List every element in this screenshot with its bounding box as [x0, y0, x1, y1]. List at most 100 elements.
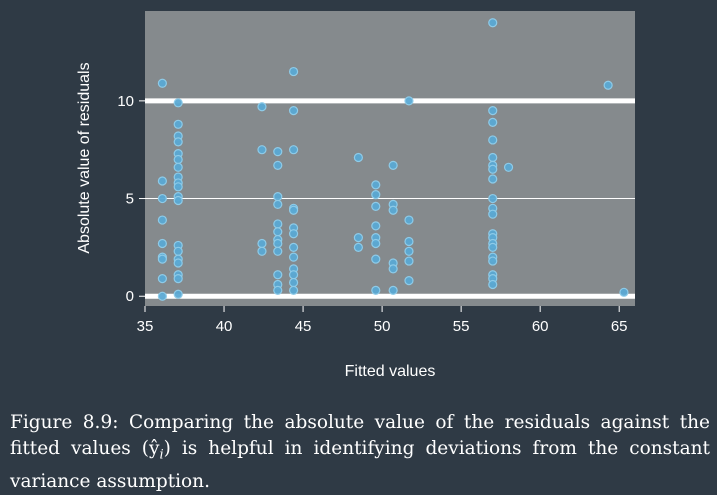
- data-point: [488, 135, 498, 145]
- data-point: [173, 154, 183, 165]
- data-point: [288, 145, 299, 155]
- data-point: [288, 285, 299, 295]
- data-point: [257, 145, 267, 155]
- x-tick-label: 65: [611, 318, 628, 335]
- data-point: [288, 242, 299, 252]
- data-point: [273, 160, 283, 170]
- data-point: [273, 147, 283, 157]
- data-point: [173, 289, 183, 299]
- data-point: [288, 270, 299, 280]
- data-point: [157, 215, 167, 225]
- data-point: [371, 201, 381, 211]
- x-tick-label: 45: [295, 318, 312, 335]
- data-point: [371, 285, 381, 295]
- data-point: [288, 277, 299, 288]
- data-point: [288, 229, 299, 239]
- data-point: [157, 238, 167, 249]
- x-tick-label: 35: [137, 318, 154, 335]
- scatter-chart: 35 40 45 50 55 60 65 0 5 10 Fitted values Absolu…: [76, 11, 635, 380]
- data-point: [273, 285, 283, 295]
- x-axis-ticks: 35 40 45 50 55 60 65: [137, 306, 628, 335]
- y-tick-label: 5: [126, 191, 134, 208]
- x-tick-label: 55: [453, 318, 470, 335]
- data-point: [404, 215, 414, 225]
- data-point: [488, 209, 498, 219]
- data-point: [488, 242, 498, 252]
- data-point: [173, 274, 183, 284]
- data-point: [273, 199, 283, 210]
- data-point: [353, 233, 363, 243]
- caption-subscript: i: [159, 447, 164, 463]
- reference-lines: [145, 98, 635, 299]
- data-point: [404, 96, 414, 106]
- data-point: [488, 18, 498, 28]
- data-point: [404, 256, 414, 266]
- data-point: [404, 236, 414, 247]
- data-point: [488, 256, 498, 266]
- data-point: [273, 227, 283, 237]
- data-point: [404, 276, 414, 286]
- data-point: [353, 152, 363, 163]
- data-point: [488, 106, 498, 116]
- plot-panel: [145, 11, 635, 306]
- data-point: [503, 162, 514, 172]
- data-point: [488, 164, 498, 174]
- x-tick-label: 60: [532, 318, 549, 335]
- data-point: [157, 254, 167, 264]
- data-point: [273, 219, 283, 229]
- data-point: [173, 195, 183, 206]
- data-point: [257, 246, 267, 256]
- data-point: [173, 98, 183, 108]
- data-point: [388, 285, 398, 295]
- data-point: [288, 66, 299, 77]
- x-tick-label: 50: [374, 318, 391, 335]
- data-point: [273, 191, 283, 202]
- data-point: [288, 106, 299, 116]
- data-point: [257, 238, 267, 249]
- y-tick-label: 0: [126, 288, 134, 305]
- x-tick-label: 40: [216, 318, 233, 335]
- data-point: [157, 291, 167, 301]
- data-point: [619, 287, 629, 297]
- data-point: [273, 238, 283, 249]
- data-point: [288, 252, 299, 262]
- caption-text-end: ) is helpful in identifying deviations f…: [10, 438, 710, 492]
- y-axis-ticks: 0 5 10: [117, 93, 145, 305]
- data-point: [488, 152, 498, 163]
- data-point: [157, 176, 167, 186]
- y-axis-title: Absolute value of residuals: [76, 62, 93, 253]
- data-point: [603, 80, 613, 90]
- data-point: [157, 193, 167, 204]
- caption-text: Comparing the absolute value of the resi…: [10, 412, 711, 459]
- data-point: [288, 205, 299, 215]
- x-axis-title: Fitted values: [345, 363, 436, 380]
- data-point: [388, 205, 398, 215]
- data-point: [371, 254, 381, 264]
- data-point: [157, 78, 167, 88]
- data-point: [371, 221, 381, 231]
- data-point: [257, 102, 267, 112]
- data-point: [488, 279, 498, 290]
- data-point: [157, 274, 167, 284]
- caption-label: Figure 8.9:: [10, 412, 119, 433]
- data-point: [388, 160, 398, 170]
- data-point: [353, 242, 363, 252]
- data-point: [173, 119, 183, 129]
- data-point: [371, 190, 381, 200]
- data-point: [173, 137, 183, 147]
- data-point: [388, 264, 398, 274]
- data-points: [157, 18, 629, 301]
- figure-caption: Figure 8.9: Comparing the absolute value…: [10, 410, 710, 495]
- data-point: [173, 246, 183, 256]
- data-point: [173, 258, 183, 268]
- data-point: [371, 238, 381, 249]
- data-point: [488, 117, 498, 127]
- data-point: [273, 246, 283, 256]
- data-point: [173, 182, 183, 192]
- data-point: [173, 162, 183, 172]
- data-point: [273, 270, 283, 280]
- data-point: [488, 174, 498, 184]
- data-point: [371, 180, 381, 190]
- y-tick-label: 10: [117, 93, 134, 110]
- data-point: [404, 246, 414, 256]
